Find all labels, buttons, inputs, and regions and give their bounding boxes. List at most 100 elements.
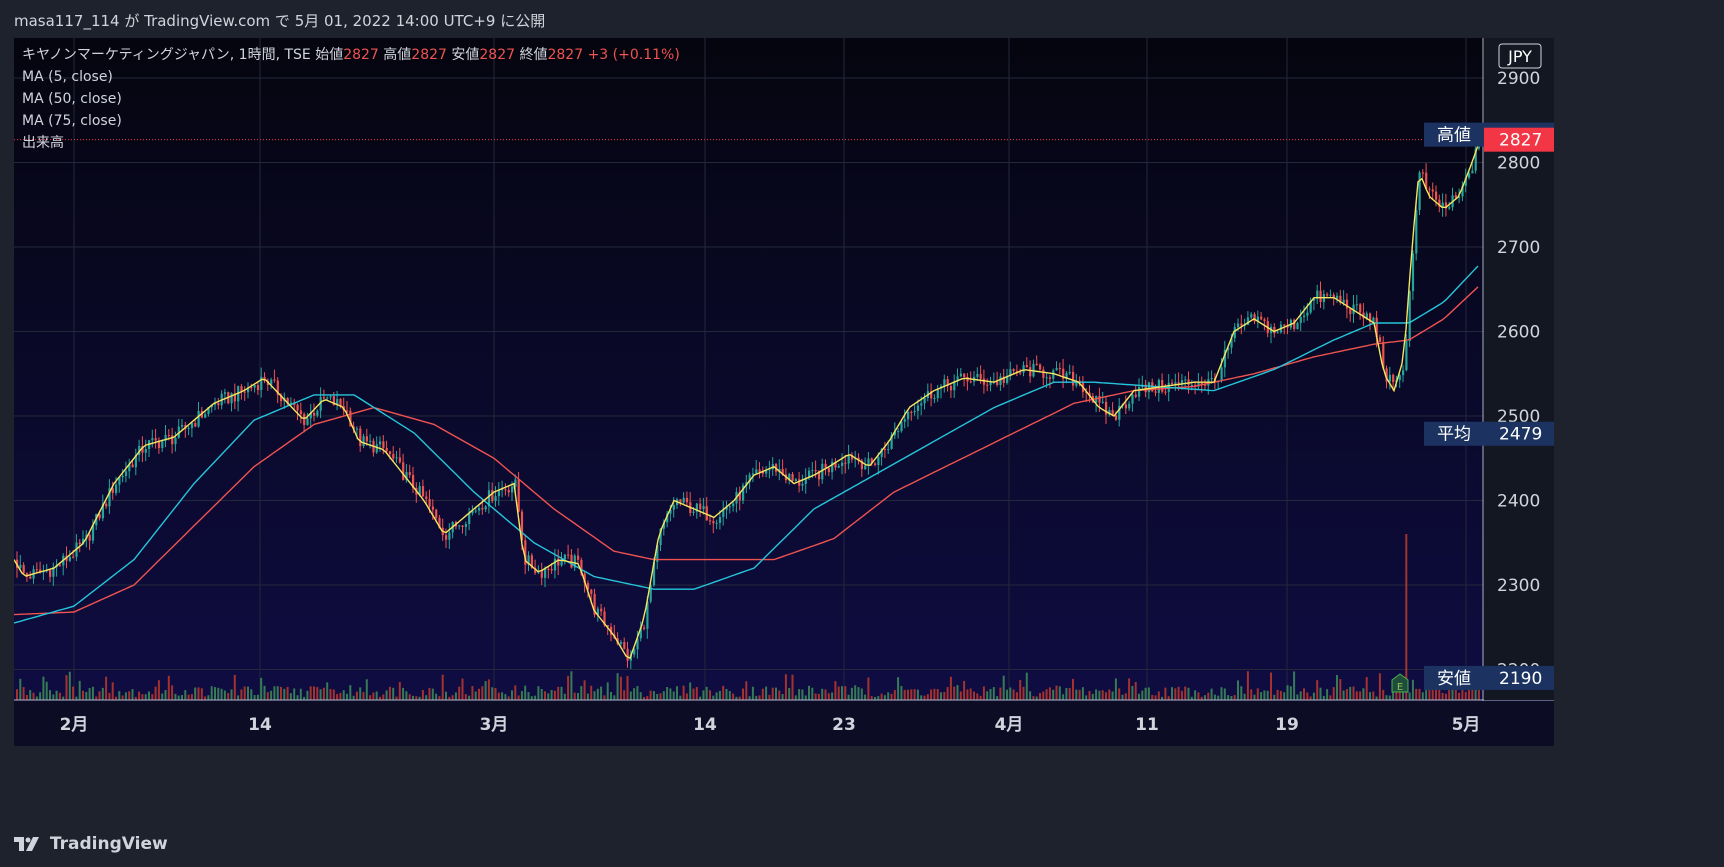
volume-bar [372,692,375,700]
volume-bar [217,687,220,700]
candle-body [1444,202,1448,209]
candle-body [1105,401,1108,415]
volume-bar [1237,680,1239,700]
candle-body [778,468,781,472]
candle-body [1326,294,1329,296]
price-tick-label: 2800 [1497,154,1540,174]
volume-bar [405,691,408,700]
publish-header: masa117_114 が TradingView.com で 5月 01, 2… [0,0,1724,38]
volume-bar [946,687,949,700]
volume-bar [903,689,906,700]
candle-body [161,440,164,449]
candle-body [817,471,821,480]
volume-bar [570,671,573,700]
volume-bar [1025,672,1028,700]
candle-body [1309,300,1312,313]
volume-bar [25,695,28,700]
volume-bar [346,693,348,700]
price-chart[interactable]: E 29002800270026002500240023002200JPY高値2… [14,38,1554,746]
volume-bar [775,687,777,700]
candle-body [124,471,128,476]
tradingview-logo[interactable]: TradingView [14,834,168,854]
candle-body [1392,374,1395,383]
currency-badge: JPY [1498,43,1542,69]
price-label-name: 高値 [1437,126,1471,146]
candle-body [336,399,339,406]
volume-bar [639,692,642,700]
legend-segment: 高値 [383,46,411,63]
time-tick-label: 23 [832,715,856,735]
volume-bar [940,692,942,700]
candle-body [1029,367,1032,377]
candle-body [577,555,580,560]
volume-bar [392,687,395,700]
candle-body [1227,347,1230,350]
candle-body [1411,253,1415,292]
volume-bar [435,693,438,700]
candle-body [1276,332,1279,334]
candle-body [481,508,484,510]
volume-bar [349,685,352,700]
volume-bar [164,689,167,700]
candle-body [507,490,510,493]
volume-bar [484,681,487,700]
volume-bar [850,687,853,700]
volume-bar [1230,695,1233,700]
candle-body [151,438,154,441]
volume-bar [85,691,88,700]
volume-bar [567,675,570,700]
volume-bar [412,695,414,700]
volume-bar [847,694,850,700]
candle-body [1233,327,1236,339]
volume-bar [831,692,834,700]
volume-bar [864,694,867,700]
candle-body [1220,367,1223,381]
candle-body [1180,380,1184,385]
price-label-name: 安値 [1437,669,1471,689]
candle-body [570,554,573,568]
candle-body [1438,199,1441,207]
volume-bar [111,682,114,700]
candle-body [349,410,352,427]
publish-info: masa117_114 が TradingView.com で 5月 01, 2… [14,12,546,30]
volume-bar [837,686,840,700]
volume-bar [78,680,81,700]
price-axis[interactable]: 29002800270026002500240023002200JPY高値283… [1424,38,1554,700]
volume-bar [58,692,61,700]
candle-body [280,394,283,402]
candle-body [1362,312,1365,319]
volume-bar [1336,675,1338,700]
candle-body [365,436,368,442]
volume-bar [39,692,42,700]
time-tick-label: 3月 [480,715,509,735]
price-label-bg [1424,665,1554,690]
volume-bar [289,693,292,700]
volume-bar [375,691,378,700]
candle-body [1415,210,1418,254]
candle-body [1039,364,1042,370]
volume-bar [72,686,75,700]
candle-body [1355,304,1358,306]
volume-bar [745,681,748,700]
volume-bar [755,695,758,700]
candle-body [1448,207,1451,209]
volume-bar [761,688,764,700]
candle-body [936,388,939,399]
volume-bar [134,696,137,700]
candle-body [1006,376,1009,383]
volume-bar [973,691,975,700]
volume-bar [1253,694,1256,700]
candle-body [560,559,563,566]
candle-body [253,385,256,388]
volume-bar [930,689,933,700]
volume-bar [197,687,200,700]
volume-bar [854,685,857,700]
legend-segment: キヤノンマーケティングジャパン, 1時間, TSE [22,47,315,63]
volume-bar [1019,679,1022,700]
candle-body [557,558,560,566]
candle-body [1365,313,1368,319]
volume-bar [1312,692,1315,700]
candle-body [1240,323,1243,326]
time-axis[interactable]: 2月 14 3月 14 23 4月 11 19 5月 [14,701,1554,746]
volume-bar [1022,686,1025,700]
